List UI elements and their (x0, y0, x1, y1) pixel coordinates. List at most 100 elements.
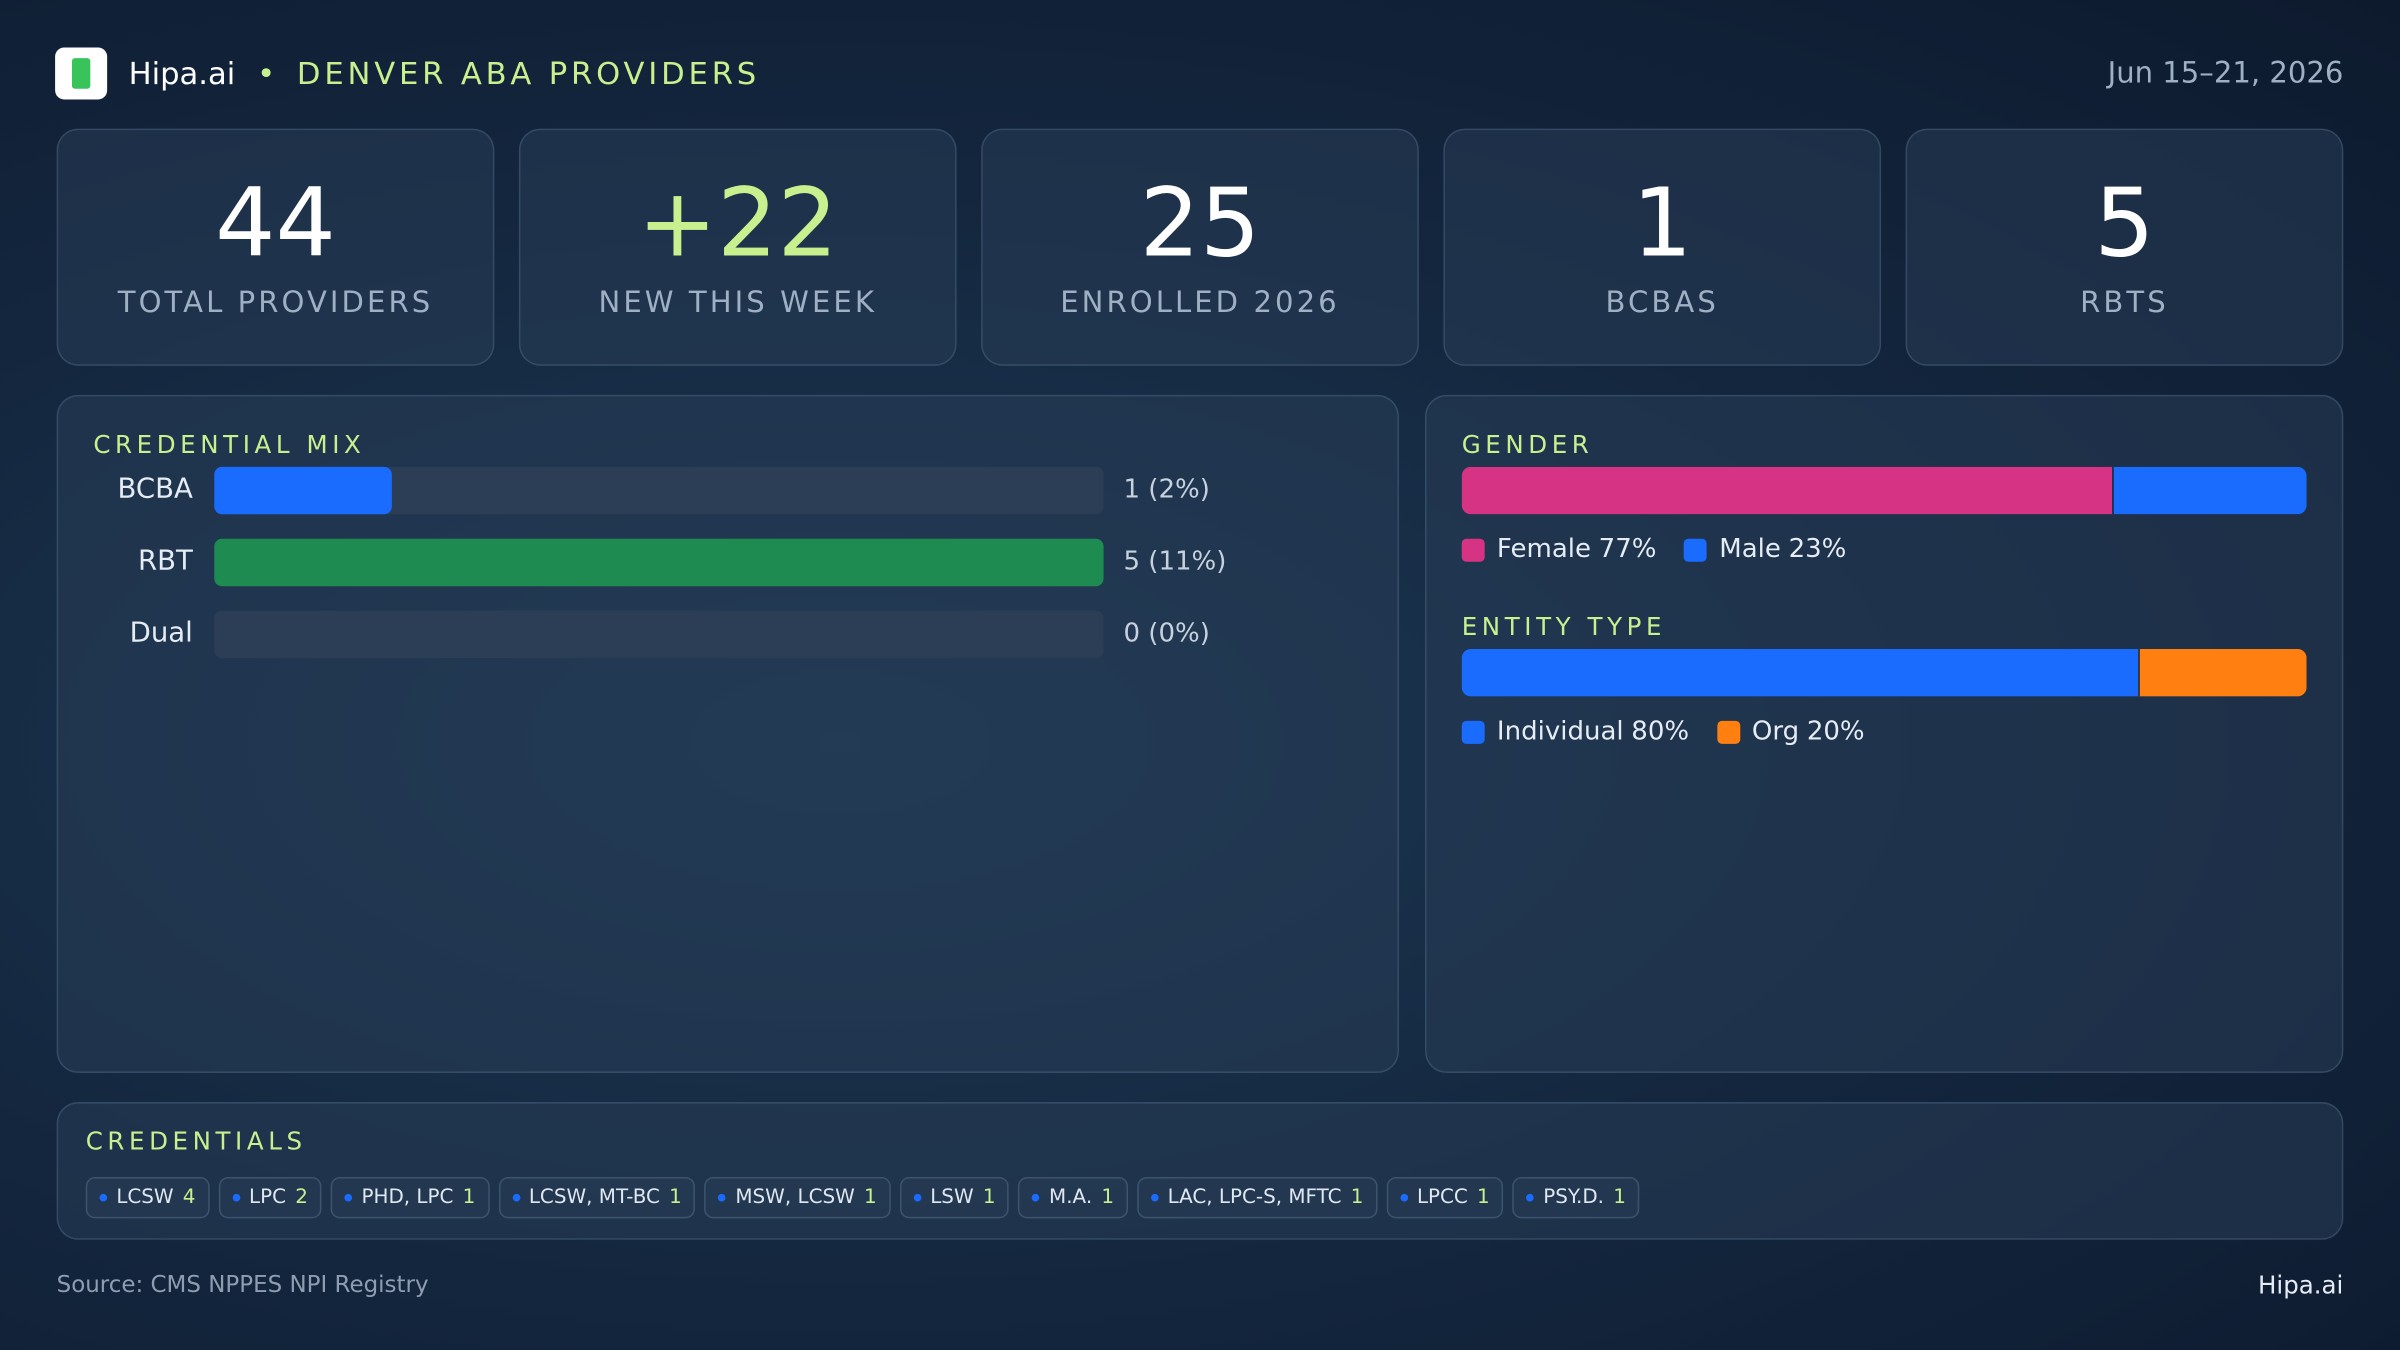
credentials-panel: CREDENTIALS LCSW 4 LPC 2 PHD, LPC 1 LCSW, MT-BC… (56, 1102, 2344, 1240)
chart-title: CREDENTIAL MIX (93, 430, 366, 460)
kpi-label: BCBAS (1605, 286, 1719, 320)
brand: Hipa.ai (128, 55, 236, 92)
value-label: 1 (2%) (1123, 474, 1210, 506)
chip-dot (718, 1193, 727, 1202)
kpi-value: +22 (637, 166, 838, 279)
logo (55, 47, 108, 100)
legend-value: 77% (1598, 534, 1657, 565)
chip-dot (1150, 1193, 1159, 1202)
credential-chip: LCSW, MT-BC 1 (498, 1177, 696, 1219)
chip-count: 1 (982, 1186, 996, 1210)
chip-count: 1 (1477, 1186, 1490, 1210)
credential-chip: LPC 2 (218, 1177, 322, 1219)
credential-chip: LPCC 1 (1386, 1177, 1504, 1219)
chip-dot (1400, 1193, 1408, 1202)
kpi-label: RBTS (2080, 286, 2169, 320)
stacked-bar (1461, 648, 2307, 697)
legend-entry: Org 20% (1716, 716, 1865, 747)
legend: Female 77% Male 23% (1461, 534, 1874, 565)
chip-name: LPC (249, 1186, 287, 1210)
source: Source: CMS NPPES NPI Registry (56, 1270, 429, 1298)
separator: • (257, 55, 276, 92)
legend-value: 80% (1631, 716, 1690, 747)
chip-name: PHD, LPC (361, 1186, 454, 1210)
credential-chip: LSW 1 (899, 1177, 1010, 1219)
legend-name: Male (1719, 534, 1781, 565)
credential-chip: PSY.D. 1 (1512, 1177, 1640, 1219)
bar-track (214, 610, 1104, 659)
legend-entry: Female 77% (1461, 534, 1657, 565)
legend-entry: Male 23% (1684, 534, 1846, 565)
kpi-value: 1 (1632, 166, 1693, 279)
chip-count: 1 (1350, 1186, 1364, 1210)
kpi-card: +22 NEW THIS WEEK (518, 128, 957, 366)
chip-row: LCSW 4 LPC 2 PHD, LPC 1 LCSW, MT-BC 1 MSW, LCSW 1… (85, 1177, 1649, 1219)
category-label: BCBA (117, 472, 193, 506)
kpi-label: TOTAL PROVIDERS (117, 286, 434, 320)
chip-dot (344, 1193, 353, 1202)
kpi-label: NEW THIS WEEK (598, 286, 877, 320)
legend-value: 23% (1788, 534, 1847, 565)
chip-dot (99, 1193, 108, 1202)
bar-segment (1461, 648, 2138, 697)
kpi-card: 44 TOTAL PROVIDERS (56, 128, 495, 366)
legend-swatch (1716, 720, 1740, 744)
chart-title: GENDER (1461, 430, 1594, 460)
chart-title: ENTITY TYPE (1461, 612, 1667, 642)
chip-name: PSY.D. (1543, 1186, 1605, 1210)
chip-dot (1032, 1193, 1040, 1202)
date-range: Jun 15–21, 2026 (2107, 56, 2344, 91)
legend-name: Female (1496, 534, 1592, 565)
chip-count: 4 (182, 1186, 196, 1210)
kpi-card: 25 ENROLLED 2026 (981, 128, 1419, 366)
bar-segment (1461, 466, 2113, 515)
chip-count: 1 (1613, 1186, 1626, 1210)
chip-name: LAC, LPC-S, MFTC (1167, 1186, 1342, 1210)
chip-name: LPCC (1416, 1186, 1468, 1210)
credential-chip: LCSW 4 (85, 1177, 210, 1219)
value-label: 0 (0%) (1123, 618, 1210, 649)
value-label: 5 (11%) (1123, 546, 1227, 578)
chip-name: LCSW, MT-BC (528, 1186, 660, 1210)
demographics-panel: GENDER Female 77% Male 23% ENTITY TYPE Individ… (1424, 394, 2344, 1073)
legend-entry: Individual 80% (1461, 716, 1690, 747)
chip-name: MSW, LCSW (735, 1186, 855, 1210)
chip-name: M.A. (1049, 1186, 1093, 1210)
legend: Individual 80% Org 20% (1461, 716, 1893, 747)
legend-swatch (1461, 720, 1485, 744)
chip-name: LSW (930, 1186, 974, 1210)
chip-count: 1 (1101, 1186, 1115, 1210)
kpi-value: 44 (215, 166, 336, 279)
chip-dot (1526, 1193, 1535, 1202)
chip-dot (512, 1193, 520, 1202)
chip-count: 1 (462, 1186, 476, 1210)
kpi-value: 5 (2094, 166, 2155, 279)
bar-segment (2112, 466, 2307, 515)
legend-swatch (1684, 538, 1708, 561)
chip-dot (913, 1193, 922, 1202)
legend-value: 20% (1806, 716, 1865, 747)
page-title: DENVER ABA PROVIDERS (296, 55, 761, 92)
credential-chip: PHD, LPC 1 (330, 1177, 490, 1219)
credential-chip: LAC, LPC-S, MFTC 1 (1136, 1177, 1378, 1219)
footer-brand: Hipa.ai (2257, 1270, 2344, 1300)
category-label: Dual (129, 616, 193, 649)
kpi-card: 1 BCBAS (1443, 128, 1882, 366)
chip-count: 1 (863, 1186, 877, 1210)
legend-swatch (1461, 538, 1485, 561)
chip-count: 2 (295, 1186, 308, 1210)
legend-name: Org (1751, 716, 1800, 747)
credential-chip: MSW, LCSW 1 (704, 1177, 891, 1219)
credential-chip: M.A. 1 (1018, 1177, 1128, 1219)
chip-name: LCSW (116, 1186, 174, 1210)
bar-track (214, 466, 1104, 515)
bar-segment (2137, 648, 2307, 697)
legend-name: Individual (1496, 716, 1624, 747)
credential-mix-panel: CREDENTIAL MIX BCBA 1 (2%) RBT 5 (11%) Dual 0 … (56, 394, 1399, 1073)
stacked-bar (1461, 466, 2307, 515)
chip-count: 1 (669, 1186, 682, 1210)
kpi-card: 5 RBTS (1905, 128, 2344, 366)
